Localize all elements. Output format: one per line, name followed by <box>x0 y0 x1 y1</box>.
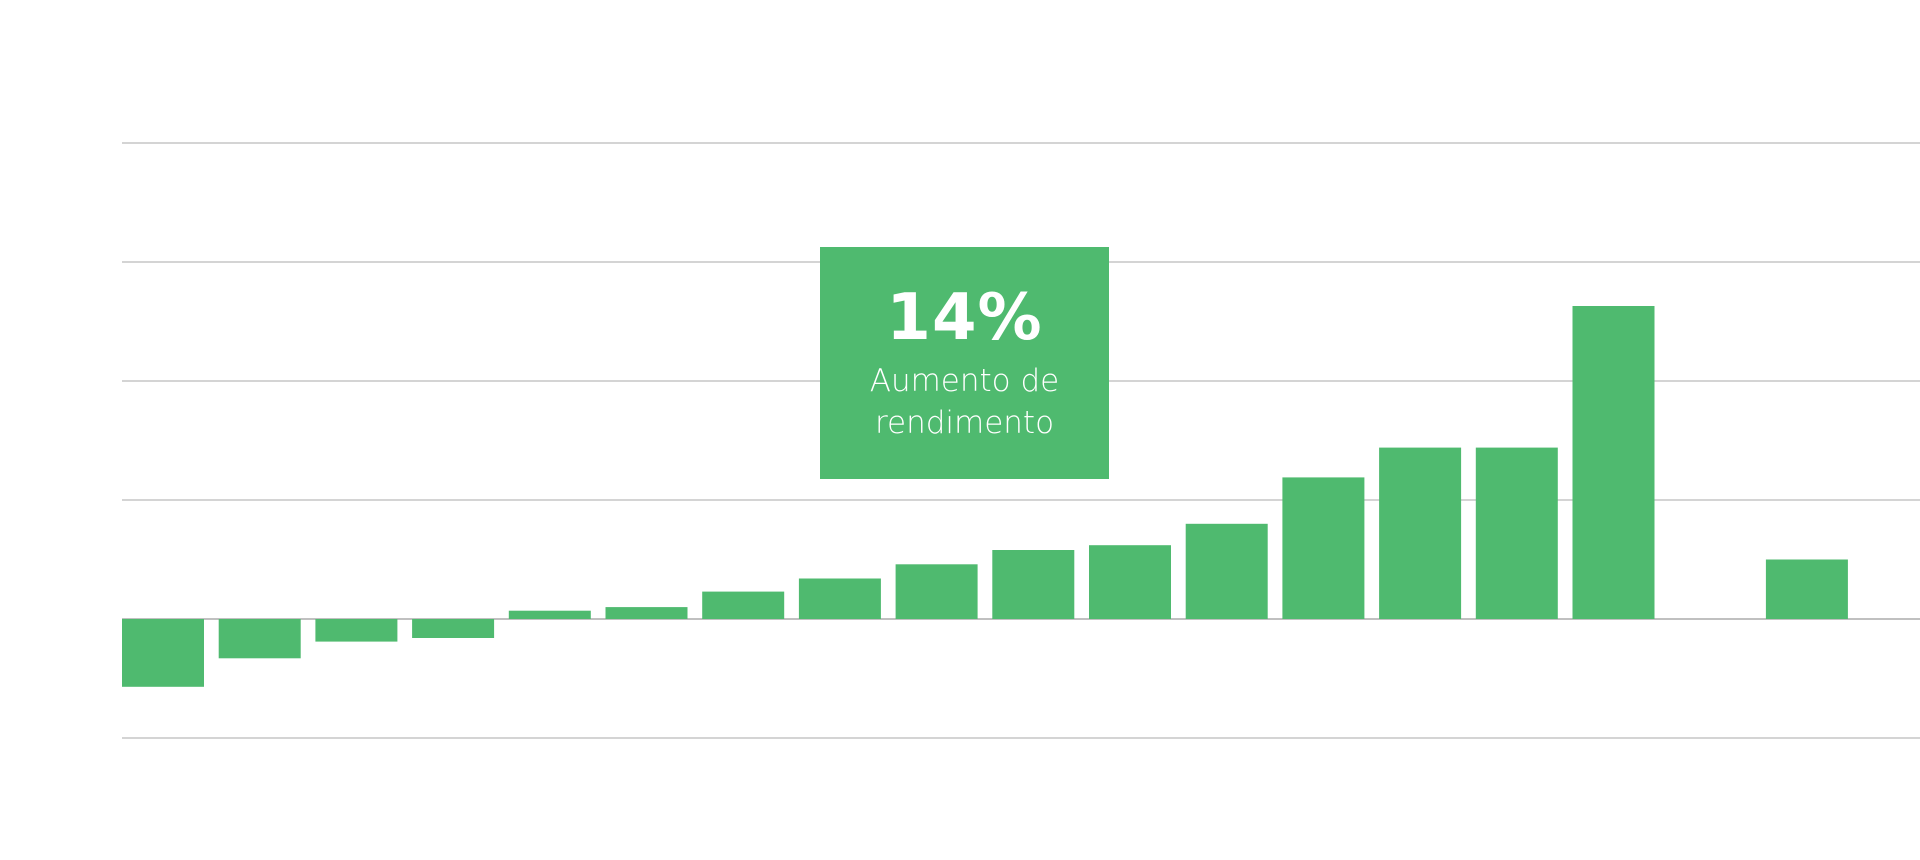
callout-value: 14% <box>886 281 1043 355</box>
bar <box>122 619 204 687</box>
callout-label-line-2: rendimento <box>874 405 1055 441</box>
bar <box>1089 545 1171 619</box>
bar <box>1282 477 1365 619</box>
callout-label: Aumento de rendimento <box>870 360 1060 444</box>
bar <box>702 591 785 619</box>
bars <box>122 306 1848 687</box>
bar <box>315 619 398 642</box>
bar <box>412 619 495 638</box>
bar <box>605 607 688 619</box>
yield-increase-callout: 14% Aumento de rendimento <box>820 247 1109 479</box>
bar <box>895 564 978 619</box>
bar <box>1475 447 1558 619</box>
bar <box>1379 447 1462 619</box>
bar <box>508 610 591 619</box>
bar <box>798 578 881 619</box>
bar <box>1185 523 1268 619</box>
bar <box>992 550 1075 619</box>
bar <box>1765 559 1848 619</box>
bar <box>1572 306 1655 619</box>
callout-label-line-1: Aumento de <box>869 363 1060 399</box>
bar <box>218 619 301 659</box>
